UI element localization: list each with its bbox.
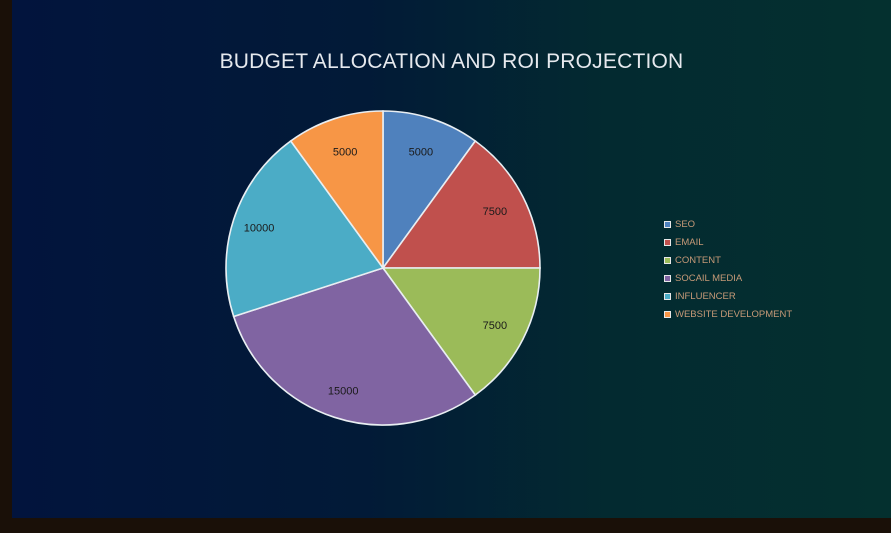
legend-swatch — [664, 292, 671, 300]
legend-swatch — [664, 256, 671, 264]
pie-slice-socail-media — [232, 267, 477, 426]
legend-label: INFLUENCER — [675, 290, 736, 302]
legend-label: WEBSITE DEVELOPMENT — [675, 308, 793, 320]
chart-legend: SEO EMAIL CONTENT SOCAIL MEDIA INFLUENCER WEB… — [664, 215, 792, 323]
pie-chart: 5000 7500 7500 15000 10000 5000 — [225, 110, 541, 426]
legend-label: EMAIL — [675, 236, 704, 248]
data-label-socail-media: 15000 — [328, 385, 359, 397]
legend-item-website-development: WEBSITE DEVELOPMENT — [664, 305, 792, 323]
legend-item-email: EMAIL — [664, 233, 792, 251]
slide-canvas: BUDGET ALLOCATION AND ROI PROJECTION 500… — [12, 0, 891, 518]
legend-label: CONTENT — [675, 254, 721, 266]
legend-item-seo: SEO — [664, 215, 792, 233]
pie-slice-influencer — [225, 139, 385, 318]
data-label-seo: 5000 — [409, 147, 433, 159]
legend-swatch — [664, 274, 671, 282]
legend-swatch — [664, 310, 671, 318]
chart-title: BUDGET ALLOCATION AND ROI PROJECTION — [219, 50, 684, 73]
data-label-email: 7500 — [483, 206, 507, 218]
legend-label: SEO — [675, 218, 696, 230]
pie-slice-website-development — [289, 110, 384, 271]
legend-swatch — [664, 220, 671, 228]
data-label-content: 7500 — [483, 320, 507, 332]
data-label-influencer: 10000 — [244, 223, 275, 235]
legend-item-influencer: INFLUENCER — [664, 287, 792, 305]
pie-slice-content — [381, 267, 541, 397]
pie-slice-email — [381, 139, 541, 269]
legend-swatch — [664, 238, 671, 246]
pie-slice-seo — [382, 110, 477, 271]
legend-item-content: CONTENT — [664, 251, 792, 269]
legend-label: SOCAIL MEDIA — [675, 272, 743, 284]
data-label-website-development: 5000 — [333, 147, 357, 159]
legend-item-socail-media: SOCAIL MEDIA — [664, 269, 792, 287]
